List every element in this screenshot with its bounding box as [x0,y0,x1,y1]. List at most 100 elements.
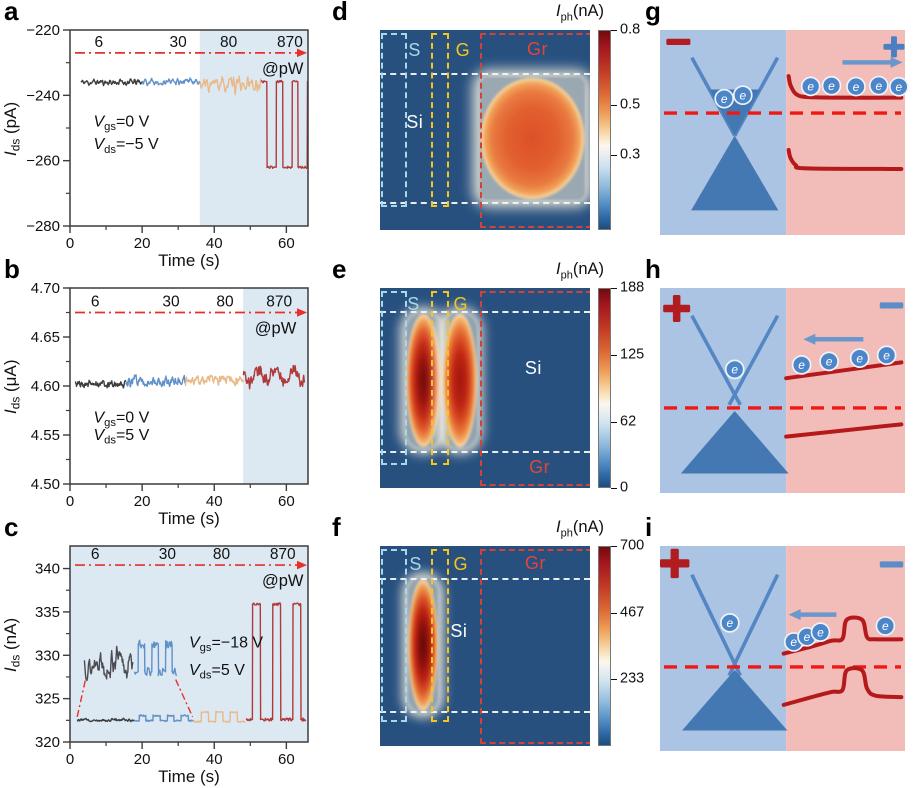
filled-lower-cone [691,135,779,211]
data-series [83,645,134,682]
panel-label-g: g [645,0,661,26]
silicon-band-line [784,360,904,381]
illumination-shade [199,30,308,226]
electron-icon [868,75,889,96]
region-outline-s [381,33,408,207]
arrow-right-icon [297,48,307,58]
colorbar-title-e: Iph(nA) [556,260,605,282]
filled-lower-cone [682,670,788,731]
x-tick-label: 0 [66,751,74,768]
colorbar-gradient [598,30,611,230]
silicon-region-bg [786,288,905,493]
panel-label-f: f [332,512,341,542]
region-label-si: Si [450,621,468,641]
region-outline-gr [479,549,590,744]
panel-c: c 6 30 80 870 @pW Vgs=−18 V Vds=5 V 0 20 40 60 340 3… [0,514,321,788]
electron-label: e [853,80,860,94]
electron-icon [821,75,842,96]
power-label: 80 [213,546,231,563]
band-diagram-h: e e e e e [660,288,905,493]
region-outline-gr [479,291,590,486]
colorbar-tick-label: 700 [620,537,645,554]
electron-label: e [875,79,882,93]
magnify-callout-line [175,679,194,718]
silicon-band-line [786,147,904,171]
dirac-cone-line [733,56,780,137]
x-tick-label: 60 [278,493,295,510]
region-label-s: S [408,40,421,60]
y-tick-label: −240 [26,87,60,104]
y-tick-label: −280 [26,218,60,235]
y-tick-label: 4.60 [31,378,60,395]
panel-label-b: b [4,254,20,284]
x-tick-label: 0 [66,235,74,252]
power-label: 80 [216,294,234,311]
power-unit-label: @pW [262,572,304,590]
boundary-dashed-line [380,311,590,313]
power-label: 6 [95,34,104,51]
data-series [134,714,194,723]
dirac-cone-line [727,573,780,677]
region-label-gr: Gr [529,457,551,477]
colorbar-tick-label: 0.3 [620,146,641,163]
data-series [74,379,127,389]
dirac-cone-line [690,573,742,677]
boundary-dashed-line [380,578,590,580]
colorbar-e: 188 125 62 0 [598,280,646,496]
power-unit-label: @pW [262,60,304,78]
y-tick-label: 330 [35,647,60,664]
plus-charge-icon [670,548,679,579]
region-outline-s [381,291,408,465]
colorbar-tick [611,355,617,357]
colorbar-tick [611,612,617,614]
dirac-cone-line [690,314,742,406]
electron-label: e [896,80,903,94]
electron-icon [732,85,753,106]
electron-icon [791,355,812,375]
electron-label: e [721,92,728,106]
photocurrent-map-f: S G Gr Si [380,546,590,746]
x-tick-label: 40 [206,235,223,252]
boundary-dashed-line [380,73,590,75]
dirac-cone-line [727,314,780,406]
x-tick-label: 20 [134,493,151,510]
data-series [242,364,306,390]
filled-lower-cone [680,411,789,474]
power-label: 30 [159,546,177,563]
plus-charge-icon [891,36,897,58]
colorbar-tick [611,155,617,156]
bias-annotation: Vgs=0 V [93,113,149,133]
boundary-dashed-line [380,711,590,713]
y-tick-label: 320 [35,734,60,751]
region-outline-gr [479,33,590,228]
colorbar-tick [611,105,617,106]
power-unit-label: @pW [255,320,297,338]
boundary-dashed-line [380,451,590,453]
data-series [260,79,309,170]
electron-label: e [826,355,833,369]
silicon-band-line [786,74,904,100]
y-axis-label: Ids (pA) [1,102,23,156]
region-label-gr: Gr [524,553,546,573]
data-series [193,710,246,724]
region-label-si: Si [524,358,542,378]
bias-annotation: Vds=5 V [93,427,149,447]
colorbar-gradient [598,288,611,488]
panel-label-h: h [645,254,661,284]
silicon-band-line [784,422,904,439]
region-label-gr: Gr [527,39,548,59]
plot-frame [69,545,309,743]
arrow-head-icon [890,56,903,68]
electron-icon [875,616,896,636]
minus-charge-icon [879,302,904,309]
electron-label: e [882,619,889,633]
power-label: 80 [220,34,238,51]
x-tick-label: 40 [206,751,223,768]
y-tick-label: 335 [35,604,60,621]
colorbar-title-d: Iph(nA) [556,2,605,24]
electron-label: e [817,625,824,639]
power-label: 870 [266,294,292,311]
x-axis-label: Time (s) [158,251,220,270]
colorbar-tick-label: 467 [620,604,645,621]
electron-icon [714,88,735,109]
